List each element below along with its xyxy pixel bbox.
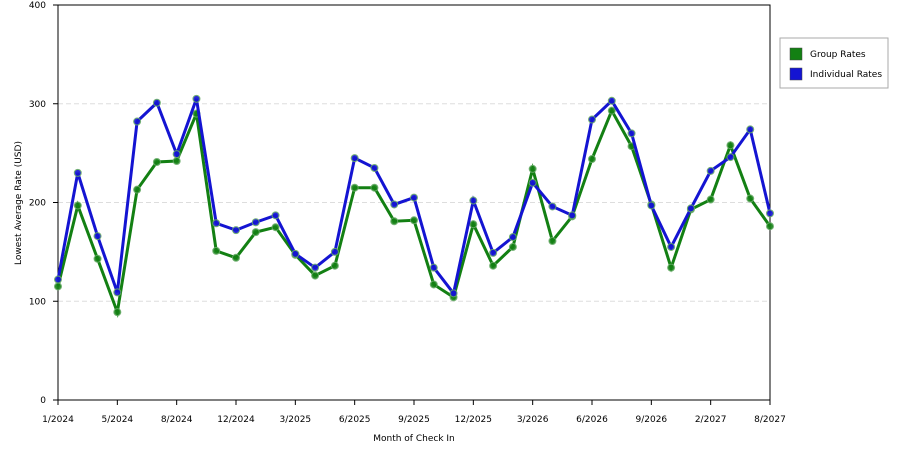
legend-swatch	[789, 67, 803, 81]
data-point	[232, 226, 240, 235]
legend-label: Group Rates	[810, 50, 866, 60]
data-point	[410, 216, 418, 225]
data-point	[686, 204, 695, 213]
x-axis-label: Month of Check In	[373, 434, 455, 444]
x-tick-label: 8/2024	[161, 415, 193, 425]
data-point	[212, 219, 221, 228]
data-point	[271, 223, 280, 232]
data-point	[113, 308, 122, 317]
data-point	[726, 141, 735, 150]
data-point	[469, 196, 478, 205]
data-point	[251, 218, 260, 227]
data-point	[73, 201, 82, 210]
data-point	[667, 263, 676, 272]
data-point	[726, 153, 735, 162]
x-tick-label: 9/2026	[635, 415, 667, 425]
series-line	[56, 107, 772, 318]
y-tick-label: 400	[29, 1, 46, 11]
y-tick-label: 0	[40, 396, 46, 406]
data-point	[172, 150, 181, 159]
data-point	[311, 271, 320, 280]
data-point	[766, 209, 774, 218]
data-point	[429, 280, 438, 289]
data-point	[647, 201, 656, 210]
x-tick-label: 3/2025	[279, 415, 311, 425]
x-tick-label: 9/2025	[398, 415, 430, 425]
data-point	[568, 211, 577, 220]
data-point	[410, 193, 418, 202]
data-point	[449, 289, 458, 298]
data-point	[152, 98, 161, 107]
data-point	[93, 254, 102, 263]
data-point	[548, 202, 557, 211]
data-point	[627, 129, 636, 138]
data-point	[746, 194, 755, 203]
data-point	[508, 233, 517, 242]
legend-label: Individual Rates	[810, 70, 882, 80]
data-point	[311, 263, 320, 272]
data-point	[152, 158, 161, 167]
x-tick-label: 12/2024	[217, 415, 255, 425]
data-point	[548, 237, 557, 246]
legend-box	[779, 37, 889, 89]
data-point	[746, 125, 755, 134]
data-point	[429, 263, 438, 272]
data-point	[73, 168, 82, 177]
x-tick-label: 6/2025	[339, 415, 371, 425]
data-point	[133, 185, 142, 194]
data-point	[607, 106, 616, 115]
data-point	[271, 211, 280, 220]
data-point	[291, 249, 300, 258]
data-point	[370, 183, 379, 192]
data-point	[489, 248, 498, 257]
x-tick-label: 2/2027	[695, 415, 727, 425]
data-point	[528, 164, 537, 173]
x-tick-label: 8/2027	[754, 415, 786, 425]
data-point	[330, 247, 339, 256]
x-tick-label: 5/2024	[101, 415, 133, 425]
data-point	[192, 94, 201, 103]
y-axis-label: Lowest Average Rate (USD)	[14, 141, 24, 265]
data-point	[330, 261, 339, 270]
data-point	[113, 288, 122, 297]
data-point	[350, 154, 359, 163]
data-point	[390, 200, 399, 209]
data-point	[54, 275, 62, 284]
y-tick-label: 200	[29, 199, 46, 209]
data-point	[232, 253, 240, 262]
legend-swatch	[789, 47, 803, 61]
data-point	[212, 246, 221, 255]
data-point	[370, 163, 379, 172]
x-tick-label: 12/2025	[455, 415, 492, 425]
data-point	[350, 183, 359, 192]
data-point	[588, 115, 596, 124]
data-point	[528, 178, 537, 187]
data-point	[469, 220, 478, 229]
data-point	[706, 166, 715, 175]
x-tick-label: 1/2024	[42, 415, 74, 425]
data-point	[607, 96, 616, 105]
data-point	[667, 242, 676, 251]
y-tick-label: 100	[29, 297, 46, 307]
data-point	[390, 217, 399, 226]
y-tick-label: 300	[29, 100, 46, 110]
data-point	[172, 157, 181, 166]
data-point	[766, 222, 774, 231]
data-point	[133, 117, 142, 126]
data-point	[588, 155, 596, 164]
data-point	[706, 195, 715, 204]
x-tick-label: 6/2026	[576, 415, 608, 425]
data-point	[489, 261, 498, 270]
data-point	[251, 228, 260, 237]
data-point	[508, 242, 517, 251]
x-tick-label: 3/2026	[517, 415, 549, 425]
data-point	[54, 282, 62, 291]
data-point	[93, 232, 102, 241]
